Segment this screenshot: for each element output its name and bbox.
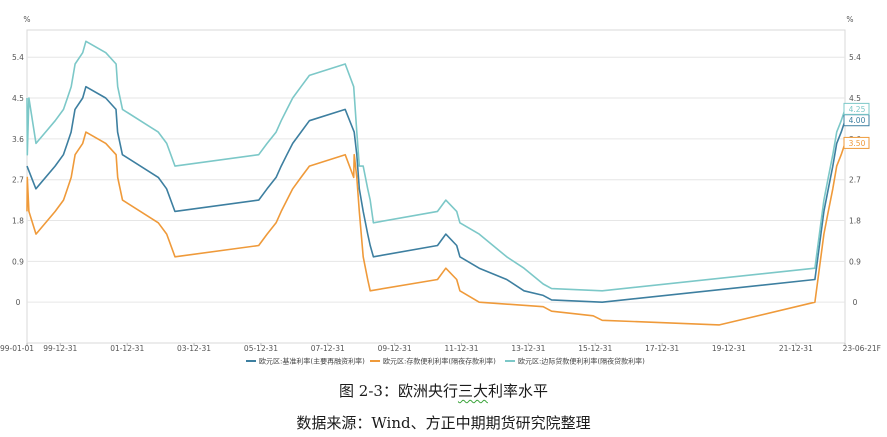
x-tick-label: 09-12-31 <box>378 344 412 353</box>
x-tick-label: 21-12-31 <box>779 344 813 353</box>
legend-label-2: 欧元区:存款便利利率(隔夜存款利率) <box>383 357 496 366</box>
x-tick-label: 19-12-31 <box>712 344 746 353</box>
legend-label-1: 欧元区:基准利率(主要再融资利率) <box>259 357 365 366</box>
end-value-box-2 <box>843 136 870 149</box>
end-value-box-3 <box>843 102 870 115</box>
legend: 欧元区:基准利率(主要再融资利率) 欧元区:存款便利利率(隔夜存款利率) 欧元区:边… <box>246 357 645 366</box>
y-axis-unit-left: % <box>23 15 30 24</box>
end-value-label-2: 3.50 <box>849 139 866 148</box>
end-value-label-1: 4.00 <box>849 116 866 125</box>
x-tick-label: 17-12-31 <box>645 344 679 353</box>
series-line-1 <box>26 85 846 303</box>
figure-source-note: 数据来源：Wind、方正中期期货研究院整理 <box>296 414 591 432</box>
legend-label-3: 欧元区:边际贷款便利利率(隔夜贷款利率) <box>518 357 645 366</box>
y-tick-label-right: 4.5 <box>849 94 861 103</box>
y-axis-unit-right: % <box>846 15 853 24</box>
series-line-3 <box>26 40 846 292</box>
x-tick-label: 11-12-31 <box>444 344 478 353</box>
x-tick-label: 01-12-31 <box>110 344 144 353</box>
x-tick-label: 03-12-31 <box>177 344 211 353</box>
plot-frame <box>26 29 846 344</box>
end-value-labels: 4.00 3.50 4.25 <box>843 102 870 149</box>
y-tick-label-left: 3.6 <box>12 135 24 144</box>
series-line-2 <box>26 131 846 326</box>
x-tick-label: 07-12-31 <box>311 344 345 353</box>
gridlines <box>27 56 845 303</box>
figure-caption: 图 2-3：欧洲央行三大利率水平 <box>339 382 548 400</box>
plot-area: 000.90.91.81.82.72.73.63.64.54.55.45.499… <box>0 29 881 353</box>
series-lines <box>26 40 846 326</box>
x-tick-label: 99-01-01 <box>0 344 34 353</box>
x-tick-label: 05-12-31 <box>244 344 278 353</box>
y-tick-label-left: 5.4 <box>12 53 24 62</box>
y-tick-label-left: 4.5 <box>12 94 24 103</box>
y-tick-label-right: 1.8 <box>849 217 861 226</box>
y-tick-label-left: 0 <box>16 298 21 307</box>
y-tick-label-right: 5.4 <box>849 53 861 62</box>
end-value-label-3: 4.25 <box>849 105 866 114</box>
rates-line-chart: 000.90.91.81.82.72.73.63.64.54.55.45.499… <box>0 15 881 366</box>
y-tick-label-right: 2.7 <box>849 176 861 185</box>
x-tick-label: 13-12-31 <box>511 344 545 353</box>
x-tick-label: 99-12-31 <box>43 344 77 353</box>
x-tick-label: 23-06-21F <box>843 344 881 353</box>
y-tick-label-right: 0.9 <box>849 257 861 266</box>
x-tick-label: 15-12-31 <box>578 344 612 353</box>
y-tick-label-right: 0 <box>853 298 858 307</box>
y-tick-label-left: 0.9 <box>12 257 24 266</box>
y-tick-label-left: 2.7 <box>12 176 24 185</box>
y-tick-label-left: 1.8 <box>12 217 24 226</box>
